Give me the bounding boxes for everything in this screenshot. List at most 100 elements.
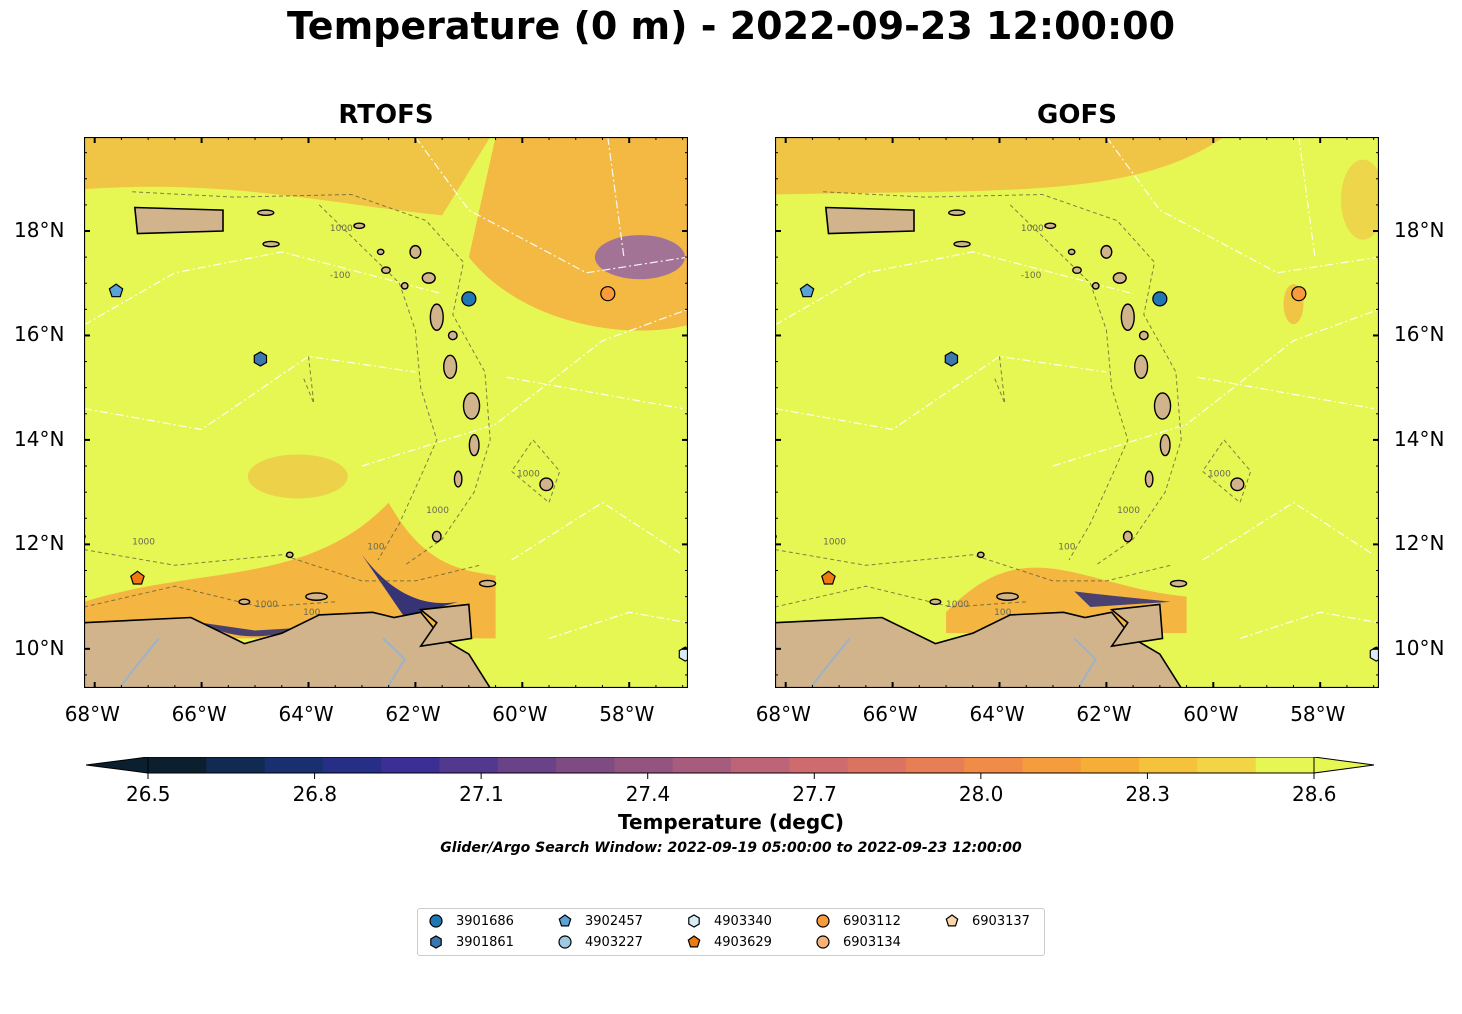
colorbar-tick-label: 26.5: [126, 782, 171, 806]
warm-patch-east: [1340, 159, 1379, 240]
island: [421, 272, 436, 284]
contour-label: 1000: [1117, 506, 1140, 516]
float-marker-4903629: [130, 570, 145, 585]
float-marker-3901861: [944, 351, 959, 367]
colorbar-segment: [789, 757, 849, 773]
island: [929, 598, 942, 606]
bathymetry-contour: [1201, 439, 1252, 504]
circle-marker-icon: [816, 935, 830, 949]
panel-title-rtofs: RTOFS: [338, 100, 434, 130]
contour-label: 1000: [946, 600, 969, 610]
float-marker-4903340: [678, 646, 688, 662]
colorbar-segment: [1255, 757, 1315, 773]
legend-item: 6903112: [815, 913, 901, 929]
eez-boundary: [511, 501, 684, 561]
float-marker-6903112: [1291, 286, 1307, 302]
island: [468, 433, 480, 457]
island: [1100, 244, 1113, 259]
lat-tick-label: 16°N: [1394, 322, 1445, 347]
lon-tick-label: 60°W: [1183, 702, 1239, 726]
contour-label: 100: [1058, 543, 1075, 553]
island: [1153, 392, 1172, 420]
island: [1138, 330, 1149, 341]
eez-boundary: [414, 137, 688, 274]
colorbar-segment: [1139, 757, 1198, 773]
legend-item: 3901686: [428, 913, 514, 929]
colorbar-tick-label: 28.0: [958, 782, 1004, 806]
island: [1159, 433, 1171, 457]
island: [1072, 266, 1082, 275]
island: [381, 266, 391, 275]
lon-tick-label: 58°W: [599, 702, 655, 726]
contour-label: 1000: [823, 537, 846, 547]
warm-patch-central: [247, 454, 348, 499]
colorbar-outline: [147, 756, 1315, 774]
island: [431, 530, 442, 543]
eez-boundary: [775, 251, 1134, 326]
circle-marker-icon: [429, 914, 443, 928]
colorbar-extend-low: [85, 756, 149, 774]
cool-plume: [361, 554, 459, 618]
legend-label: 4903227: [585, 934, 643, 950]
legend-item: 4903629: [686, 934, 772, 950]
search-window-note: Glider/Argo Search Window: 2022-09-19 05…: [440, 840, 1022, 856]
circle-marker-icon: [558, 935, 572, 949]
island: [353, 222, 366, 230]
colorbar-segment: [497, 757, 557, 773]
legend-item: 4903227: [557, 934, 643, 950]
eez-boundary: [548, 611, 688, 639]
cool-plume: [1074, 591, 1171, 608]
legend-item: 6903134: [815, 934, 901, 950]
lat-tick-label: 12°N: [1394, 531, 1445, 556]
land-trinidad: [1109, 603, 1164, 648]
colorbar-tick-label: 28.6: [1292, 782, 1337, 806]
colorbar-label: Temperature (degC): [618, 810, 844, 834]
colorbar-segment: [1197, 757, 1257, 773]
float-marker-3901686: [1152, 291, 1168, 307]
float-marker-3901861: [253, 351, 268, 367]
island: [1144, 470, 1154, 488]
float-marker-3901686: [461, 291, 477, 307]
colorbar-segment: [439, 757, 499, 773]
eez-boundary: [1202, 501, 1375, 561]
pentagon-marker-icon: [945, 914, 959, 927]
lon-tick-label: 66°W: [862, 702, 918, 726]
legend-label: 3901686: [456, 913, 514, 929]
float-marker-3902457: [799, 283, 815, 298]
legend-marker: [430, 935, 442, 949]
island: [409, 244, 422, 259]
contour-label: 1000: [132, 537, 155, 547]
contour-label: 1000: [1208, 469, 1231, 479]
lat-tick-label: 10°N: [1394, 635, 1445, 660]
bathymetry-contour: [775, 549, 1171, 582]
island: [478, 579, 497, 588]
colorbar-segment: [672, 757, 732, 773]
eez-boundary: [1298, 137, 1316, 258]
map-frame: [775, 137, 1379, 688]
river: [120, 637, 160, 687]
land-venezuela: [84, 611, 492, 688]
island: [976, 551, 985, 559]
river: [1073, 637, 1097, 686]
hexagon-marker-icon: [688, 914, 700, 928]
bathymetry-contour: [302, 356, 315, 404]
colorbar-segment: [264, 757, 324, 773]
warm-water-north: [775, 137, 1224, 195]
island: [1067, 248, 1076, 256]
legend-marker: [429, 914, 443, 928]
land-puerto-rico: [824, 206, 915, 235]
contour-label: 1000: [255, 600, 278, 610]
island: [429, 303, 444, 331]
cool-eddy: [594, 235, 685, 280]
colorbar: [85, 756, 1376, 805]
contour-label: 1000: [330, 224, 353, 234]
contour-label: -100: [330, 271, 351, 281]
island: [238, 598, 251, 606]
float-marker-4903629: [821, 570, 836, 585]
lon-tick-label: 68°W: [64, 702, 120, 726]
lat-tick-label: 10°N: [14, 635, 65, 660]
eez-boundary: [84, 251, 443, 326]
island: [1122, 530, 1133, 543]
island: [1120, 303, 1135, 331]
bathymetry-contour: [510, 439, 561, 504]
